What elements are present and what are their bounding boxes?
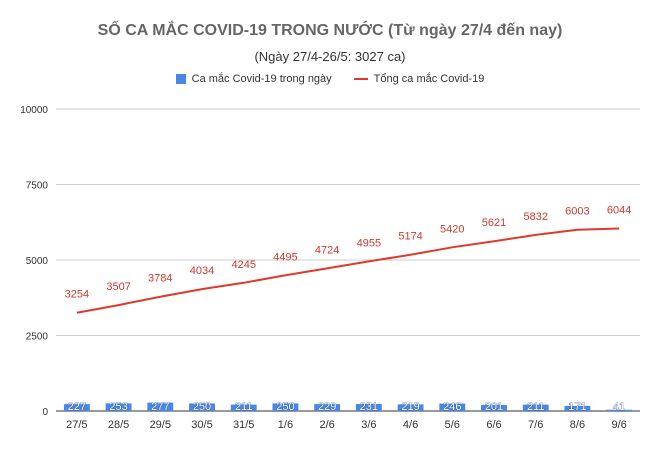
x-tick-label: 30/5	[191, 419, 212, 431]
bar-data-label: 41	[613, 401, 625, 413]
legend-label-total-cases: Tổng ca mắc Covid-19	[373, 73, 485, 85]
line-data-label: 3254	[65, 289, 89, 301]
chart-title: SỐ CA MẮC COVID-19 TRONG NƯỚC (Từ ngày 2…	[97, 22, 563, 39]
bar-data-label: 227	[68, 401, 86, 413]
bar-data-label: 171	[568, 401, 586, 413]
x-tick-label: 3/6	[361, 419, 376, 431]
y-tick-label: 7500	[26, 181, 49, 192]
bar-data-label: 250	[193, 401, 211, 413]
bar-daily-cases	[272, 403, 299, 411]
line-data-label: 6044	[607, 204, 631, 216]
bar-data-label: 250	[276, 401, 294, 413]
legend-label-daily-cases: Ca mắc Covid-19 trong ngày	[191, 73, 332, 85]
line-data-label: 5621	[482, 217, 506, 229]
y-tick-label: 2500	[26, 332, 49, 343]
y-tick-label: 10000	[20, 105, 48, 116]
bar-daily-cases	[314, 404, 341, 411]
x-tick-label: 9/6	[611, 419, 626, 431]
bar-daily-cases	[397, 404, 424, 411]
bar-daily-cases	[230, 404, 257, 411]
line-data-label: 5174	[398, 231, 422, 243]
x-tick-label: 6/6	[486, 419, 501, 431]
x-tick-label: 31/5	[233, 419, 254, 431]
bar-data-label: 277	[151, 401, 169, 413]
x-tick-label: 4/6	[403, 419, 418, 431]
bar-daily-cases	[481, 404, 507, 411]
bar-daily-cases	[189, 403, 215, 411]
bar-daily-cases	[606, 409, 633, 411]
chart-subtitle: (Ngày 27/4-26/5: 3027 ca)	[254, 49, 406, 64]
x-tick-label: 8/6	[570, 419, 585, 431]
bar-daily-cases	[105, 403, 132, 411]
bar-data-label: 211	[235, 401, 253, 413]
line-data-label: 4495	[273, 251, 297, 263]
line-data-label: 3784	[148, 273, 172, 285]
line-data-label: 4034	[190, 265, 214, 277]
line-data-label: 5832	[523, 211, 547, 223]
bar-data-label: 229	[318, 401, 336, 413]
line-data-label: 5420	[440, 223, 464, 235]
y-tick-label: 0	[42, 407, 48, 418]
bar-daily-cases	[355, 404, 382, 411]
bar-data-label: 253	[109, 401, 127, 413]
bar-daily-cases	[63, 404, 90, 411]
bar-daily-cases	[522, 404, 549, 411]
x-tick-label: 5/6	[445, 419, 460, 431]
x-tick-label: 29/5	[150, 419, 171, 431]
x-tick-label: 2/6	[319, 419, 334, 431]
x-tick-label: 27/5	[66, 419, 87, 431]
legend-item-total-cases: Tổng ca mắc Covid-19	[353, 73, 485, 85]
line-total-cases	[76, 227, 620, 314]
legend-swatch-daily-cases	[175, 74, 186, 84]
y-tick-label: 5000	[26, 256, 49, 267]
bar-daily-cases	[439, 403, 466, 411]
bar-daily-cases	[147, 402, 174, 411]
bar-data-label: 246	[443, 401, 461, 413]
chart-legend: Ca mắc Covid-19 trong ngày Tổng ca mắc C…	[0, 73, 660, 85]
bar-daily-cases	[564, 405, 591, 411]
line-data-label: 3507	[106, 281, 130, 293]
x-tick-label: 1/6	[278, 419, 293, 431]
legend-swatch-total-cases	[353, 78, 368, 80]
bar-data-label: 219	[401, 401, 419, 413]
x-tick-label: 7/6	[528, 419, 543, 431]
line-data-label: 4955	[357, 237, 381, 249]
bar-data-label: 201	[485, 401, 503, 413]
line-data-label: 4724	[315, 244, 339, 256]
line-data-label: 4245	[231, 259, 255, 271]
line-data-label: 6003	[565, 206, 589, 218]
x-tick-label: 28/5	[108, 419, 129, 431]
legend-item-daily-cases: Ca mắc Covid-19 trong ngày	[175, 73, 332, 85]
bar-data-label: 211	[527, 401, 545, 413]
bar-data-label: 231	[360, 401, 378, 413]
